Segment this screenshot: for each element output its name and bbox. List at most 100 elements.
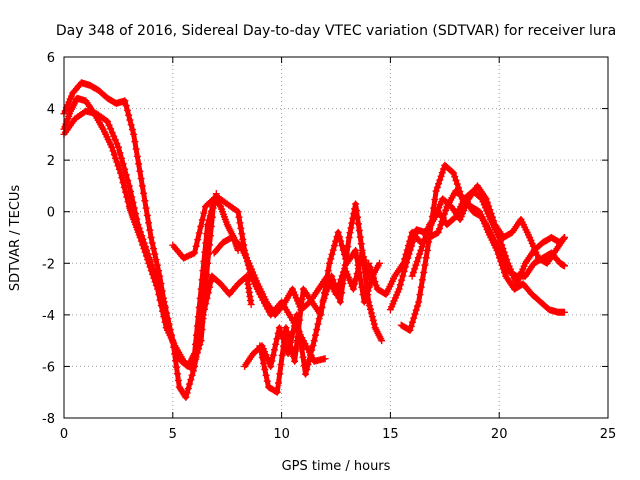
data-point (124, 198, 132, 206)
data-point (352, 200, 360, 208)
data-point (296, 316, 304, 324)
data-point (172, 357, 180, 365)
data-point (317, 311, 325, 319)
y-tick-label: 0 (47, 206, 55, 221)
data-point (186, 251, 194, 259)
data-point (410, 314, 418, 322)
data-point (187, 250, 195, 258)
data-point (418, 276, 426, 284)
data-point (436, 225, 444, 233)
data-point (358, 283, 366, 291)
data-point (272, 340, 280, 348)
data-point (329, 246, 337, 254)
data-point (287, 343, 295, 351)
data-point (417, 283, 425, 291)
data-point (113, 140, 121, 148)
data-point (143, 211, 151, 219)
data-point (399, 259, 407, 267)
data-point (327, 255, 335, 263)
data-point (450, 214, 458, 222)
data-point (148, 239, 156, 247)
data-point (330, 242, 338, 250)
data-point (147, 234, 155, 241)
data-point (141, 197, 149, 205)
data-point (402, 250, 410, 258)
data-point (181, 253, 189, 261)
data-point (154, 285, 162, 293)
data-point (288, 348, 296, 356)
data-point (110, 151, 118, 159)
data-point (368, 270, 376, 278)
data-point (310, 337, 318, 345)
data-point (339, 280, 347, 288)
data-point (186, 380, 194, 388)
data-point (329, 276, 337, 284)
data-point (367, 280, 375, 288)
data-point (235, 213, 243, 221)
y-tick-label: 4 (47, 103, 55, 118)
data-point (340, 270, 348, 278)
data-point (127, 121, 135, 129)
data-point (184, 252, 192, 260)
data-point (140, 245, 148, 253)
chart-title: Day 348 of 2016, Sidereal Day-to-day VTE… (56, 23, 616, 39)
data-point (357, 240, 365, 248)
data-point (131, 138, 139, 146)
data-point (120, 183, 128, 191)
data-point (261, 365, 269, 373)
data-point (401, 255, 409, 263)
data-point (448, 168, 456, 176)
x-tick-label: 15 (382, 427, 399, 442)
data-point (398, 276, 406, 284)
data-point (411, 310, 419, 318)
data-point (260, 359, 268, 367)
data-point (339, 246, 347, 254)
data-point (358, 246, 366, 254)
data-point (137, 237, 145, 245)
data-point (451, 173, 459, 181)
data-point (439, 214, 447, 222)
data-point (159, 307, 167, 315)
data-point (433, 183, 441, 191)
data-point (409, 268, 417, 276)
data-point (137, 175, 145, 183)
data-point (145, 259, 153, 267)
data-point (122, 171, 130, 179)
data-point (233, 207, 241, 215)
data-point (366, 302, 374, 310)
data-point (298, 345, 306, 353)
data-point (200, 209, 208, 217)
data-point (338, 289, 346, 297)
data-point (268, 357, 276, 365)
data-point (360, 298, 368, 306)
data-point (367, 305, 375, 313)
data-point (320, 289, 328, 297)
data-point (413, 302, 421, 310)
data-point (372, 281, 380, 289)
data-point (314, 320, 322, 328)
data-point (204, 259, 212, 267)
data-point (421, 261, 429, 269)
data-point (349, 285, 357, 293)
data-point (365, 259, 373, 267)
data-point (274, 379, 282, 387)
data-point (404, 242, 412, 250)
data-point (173, 363, 181, 371)
data-point (121, 97, 129, 105)
data-point (414, 254, 422, 262)
data-point (198, 326, 206, 334)
data-point (300, 362, 308, 370)
data-point (359, 254, 367, 262)
data-point (150, 245, 158, 253)
x-tick-label: 20 (491, 427, 508, 442)
data-point (354, 261, 362, 269)
data-point (188, 365, 196, 373)
y-tick-label: -6 (42, 360, 55, 375)
data-point (113, 158, 121, 166)
data-point (325, 259, 333, 267)
x-tick-label: 25 (600, 427, 617, 442)
data-point (182, 393, 190, 401)
data-point (283, 329, 291, 337)
data-point (142, 204, 150, 212)
